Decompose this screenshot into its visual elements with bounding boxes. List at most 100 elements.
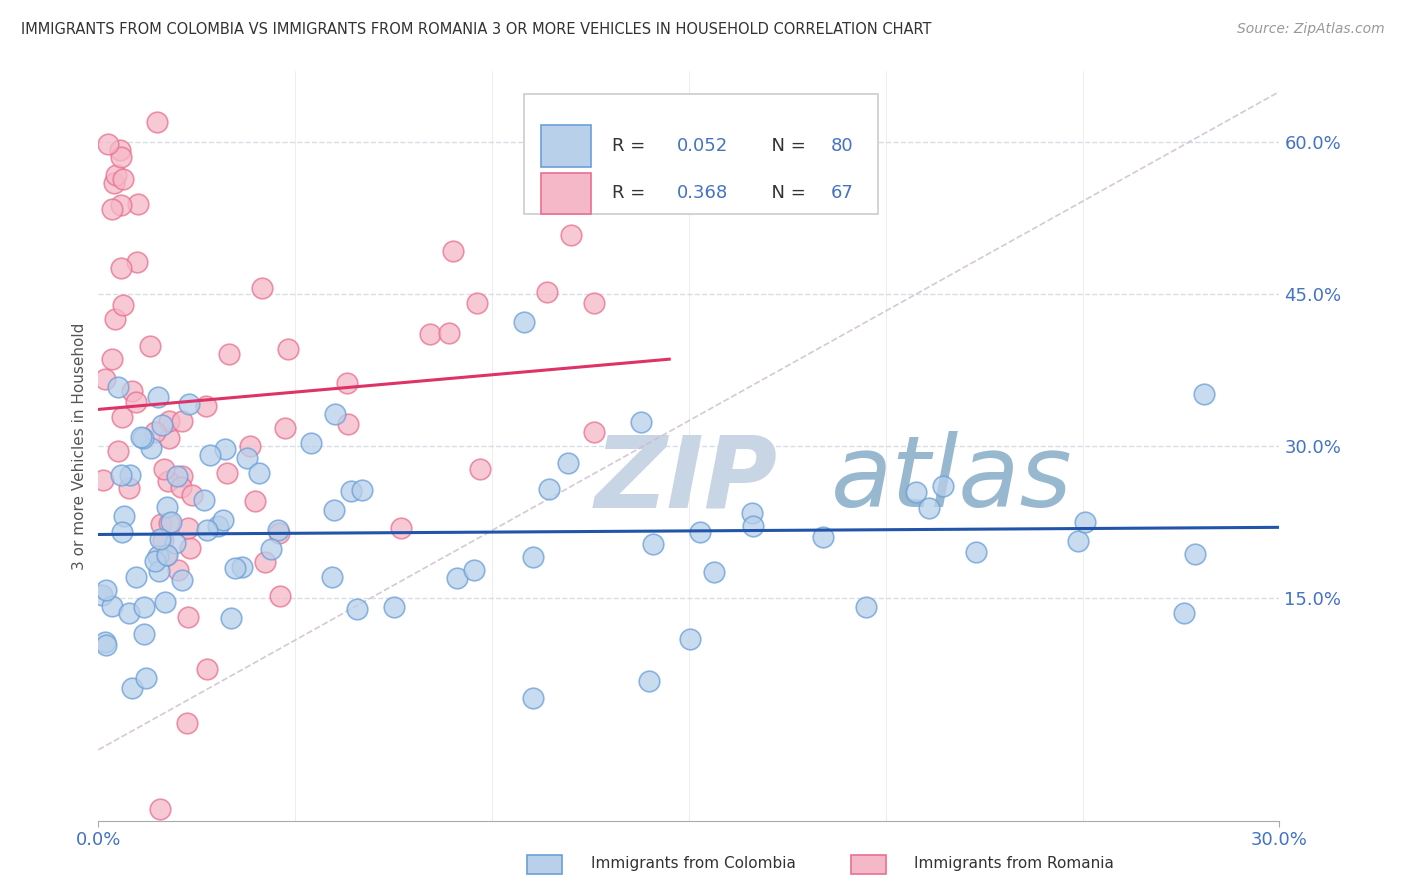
Point [100,352,122,367]
Point [269,526,291,541]
Point [111,409,134,424]
Point [214,442,236,456]
Point [170,414,193,428]
Point [143,554,166,568]
Point [127,255,149,269]
Point [103,311,125,326]
Point [107,380,129,394]
Point [148,564,170,578]
Point [389,521,412,535]
Point [157,431,180,445]
Point [107,443,129,458]
Point [101,599,124,613]
Point [463,563,485,577]
Point [221,611,243,625]
Text: R =: R = [612,136,651,155]
Point [522,691,544,706]
Text: 0.368: 0.368 [678,184,728,202]
Point [94,372,117,386]
Point [163,535,186,549]
Point [252,281,274,295]
Point [260,542,283,557]
Point [195,661,218,675]
Point [150,417,173,432]
Point [537,482,560,496]
Point [111,298,134,312]
Point [149,532,172,546]
Point [703,565,725,579]
Point [105,168,128,182]
Point [125,395,148,409]
Y-axis label: 3 or more Vehicles in Household: 3 or more Vehicles in Household [72,322,87,570]
Point [339,483,361,498]
Text: 67: 67 [831,184,853,202]
Point [153,595,176,609]
Point [215,466,238,480]
Point [177,397,200,411]
Point [965,545,987,559]
Point [441,244,464,259]
Point [689,524,711,539]
Point [195,523,218,537]
Point [172,468,194,483]
Point [139,441,162,455]
Point [382,600,405,615]
Point [536,285,558,300]
Point [135,671,157,685]
Point [742,519,765,533]
Point [166,563,188,577]
Point [299,435,322,450]
Point [679,632,702,646]
Point [110,260,132,275]
Point [1074,515,1097,529]
Point [641,537,664,551]
Point [741,507,763,521]
Point [583,296,606,310]
Text: ZIP: ZIP [595,431,778,528]
Point [143,425,166,439]
Point [336,376,359,391]
Point [153,462,176,476]
Point [156,474,179,488]
Point [194,399,217,413]
Point [94,638,117,652]
Point [439,326,461,340]
Point [146,115,169,129]
Point [323,407,346,421]
Point [110,143,132,157]
Point [350,483,373,498]
Point [160,515,183,529]
Point [176,521,198,535]
Point [118,606,141,620]
Point [207,518,229,533]
Point [91,588,114,602]
Point [212,513,235,527]
Point [274,420,297,434]
Point [224,560,246,574]
FancyBboxPatch shape [523,94,877,214]
Point [179,541,201,555]
Point [111,524,134,539]
Point [931,479,953,493]
Point [120,468,142,483]
Point [146,549,169,564]
Point [110,468,132,483]
Text: IMMIGRANTS FROM COLOMBIA VS IMMIGRANTS FROM ROMANIA 3 OR MORE VEHICLES IN HOUSEH: IMMIGRANTS FROM COLOMBIA VS IMMIGRANTS F… [21,22,932,37]
Point [465,296,488,310]
Text: N =: N = [759,136,811,155]
Point [91,473,114,487]
Point [181,487,204,501]
Point [146,390,169,404]
Point [149,802,172,816]
Point [97,137,120,152]
Point [513,315,536,329]
Point [557,457,579,471]
Point [269,590,291,604]
Point [157,414,180,428]
Point [904,485,927,500]
Point [323,503,346,517]
Point [321,570,343,584]
Point [560,227,582,242]
Point [1184,547,1206,561]
Point [231,560,253,574]
